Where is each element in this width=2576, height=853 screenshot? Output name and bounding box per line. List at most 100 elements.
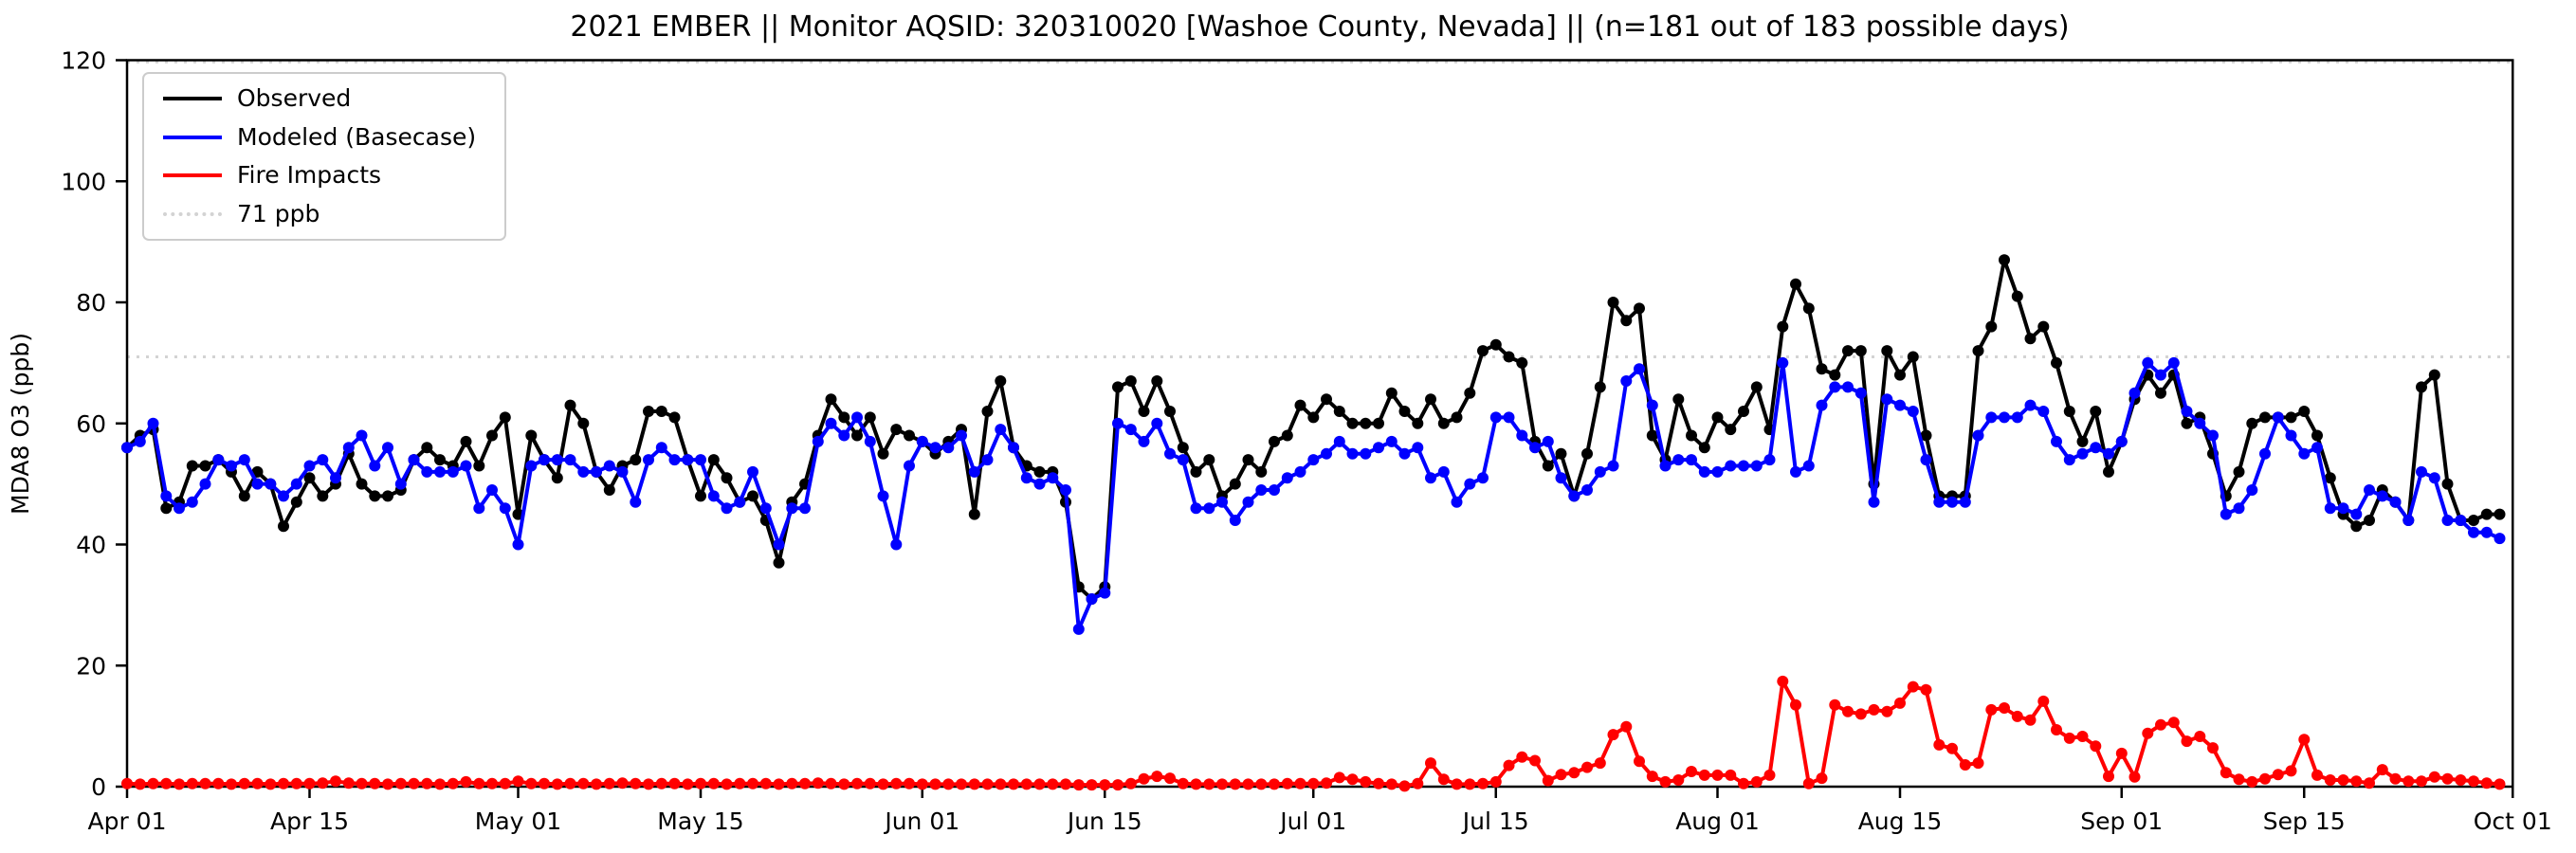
data-point [1907,351,1919,363]
data-point [1281,472,1293,484]
data-point [1099,779,1111,791]
data-point [1281,777,1293,789]
data-point [2402,515,2415,526]
data-point [721,778,733,790]
chart-title: 2021 EMBER || Monitor AQSID: 320310020 [… [570,10,2069,44]
data-point [773,538,785,551]
data-point [2455,774,2467,786]
data-point [1124,375,1137,387]
data-point [2063,454,2075,466]
x-tick-label: Jun 01 [883,808,959,835]
data-point [2128,771,2141,783]
data-point [1607,460,1619,472]
data-point [1620,315,1633,327]
data-point [1437,465,1450,478]
data-point [904,429,915,442]
data-point [838,429,850,442]
data-point [434,778,446,790]
data-point [1646,429,1658,442]
data-point [1777,320,1789,333]
data-point [1529,442,1541,454]
data-point [1933,738,1946,751]
data-point [1489,775,1502,788]
data-point [877,490,889,502]
y-tick-label: 0 [91,773,106,801]
data-point [1112,779,1124,791]
data-point [290,777,302,789]
data-point [317,490,329,502]
data-point [1294,399,1306,411]
data-point [2246,484,2258,496]
data-point [1151,375,1163,387]
data-point [265,478,277,490]
data-point [1738,406,1749,417]
data-point [2128,387,2141,399]
data-point [1816,363,1828,375]
data-point [1333,771,1345,784]
data-point [447,465,459,478]
x-tick-label: Aug 15 [1858,808,1943,835]
y-tick-label: 80 [76,289,106,317]
data-point [630,454,642,466]
data-point [2167,356,2180,369]
data-point [1802,302,1815,315]
data-point [1373,417,1384,429]
data-point [603,484,615,496]
data-point [1346,447,1359,460]
data-point [995,778,1007,790]
ref-line-swatch-icon [163,211,222,216]
data-point [2337,502,2349,515]
data-point [1177,777,1189,789]
data-point [1634,363,1645,375]
data-point [394,478,407,490]
data-point [2246,417,2258,429]
data-point [2051,356,2062,369]
data-point [1060,778,1071,790]
data-point [1164,406,1176,417]
data-point [303,777,316,789]
data-point [330,775,341,788]
data-point [1281,429,1293,442]
data-point [2285,411,2297,424]
data-point [1412,777,1424,789]
data-point [2155,369,2166,381]
data-point [1854,708,1867,720]
data-point [2389,772,2402,785]
data-point [1398,447,1411,460]
data-point [134,435,146,447]
data-point [1659,460,1672,472]
data-point [564,454,576,466]
data-point [1398,780,1411,792]
data-point [1881,345,1893,357]
data-point [1020,778,1032,790]
data-point [394,777,407,789]
data-point [2272,411,2284,424]
y-tick-label: 60 [76,410,106,438]
data-point [2090,406,2102,417]
data-point [1516,751,1528,763]
data-point [1360,417,1372,429]
data-point [707,777,720,789]
data-point [2389,496,2402,508]
data-point [1464,478,1476,490]
data-point [2259,411,2271,424]
data-point [1985,320,1998,333]
data-point [591,778,602,790]
data-point [1594,465,1606,478]
data-point [2181,735,2193,748]
data-point [1242,496,1254,508]
data-point [1489,338,1502,351]
x-tick-label: May 15 [657,808,743,835]
data-point [2024,399,2037,411]
data-point [1099,587,1111,599]
data-point [655,777,667,789]
data-point [278,490,289,502]
data-point [2324,472,2336,484]
data-point [838,411,850,424]
data-point [2376,490,2388,502]
data-point [421,465,433,478]
data-point [2416,775,2427,788]
data-point [1568,767,1580,779]
legend-item-modeled: Modeled (Basecase) [163,119,504,155]
